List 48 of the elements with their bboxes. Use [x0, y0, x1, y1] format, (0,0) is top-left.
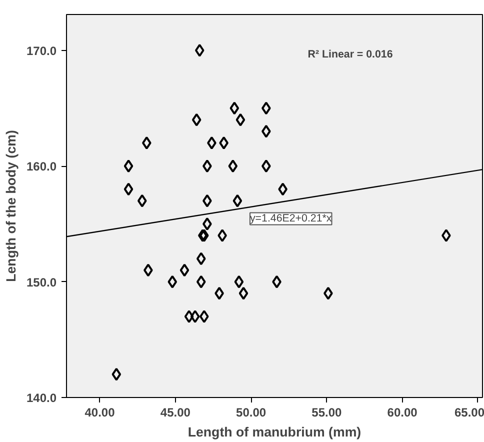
point [137, 194, 147, 208]
point [262, 124, 271, 138]
point [202, 160, 212, 173]
point [190, 310, 200, 324]
point [234, 275, 244, 288]
x-tick-label: 60.00 [387, 406, 418, 420]
point [180, 264, 190, 277]
point [168, 275, 178, 288]
point [219, 136, 228, 150]
annotation: R² Linear = 0.016 [308, 48, 393, 60]
y-tick-label: 160.0 [26, 160, 57, 174]
point [230, 102, 240, 115]
point [278, 182, 288, 196]
point [236, 113, 246, 126]
point [124, 160, 134, 173]
point [232, 194, 242, 208]
point [238, 286, 248, 300]
point [124, 182, 134, 196]
point [442, 229, 451, 242]
x-tick-label: 50.00 [236, 406, 266, 420]
point [184, 310, 194, 324]
point [196, 252, 206, 266]
x-tick-label: 55.00 [312, 406, 342, 420]
point [262, 160, 271, 173]
point [262, 102, 271, 115]
point [324, 286, 333, 300]
point [202, 217, 212, 230]
y-tick-label: 170.0 [26, 44, 57, 58]
point [112, 368, 122, 381]
y-tick-label: 150.0 [26, 275, 57, 290]
point [214, 286, 224, 300]
point [194, 44, 204, 57]
point [202, 194, 212, 208]
point [142, 136, 152, 150]
point [272, 275, 282, 288]
point [228, 160, 238, 173]
point [144, 264, 153, 277]
point [218, 229, 227, 242]
point [207, 136, 216, 150]
point [196, 275, 206, 288]
point [192, 113, 202, 126]
y-axis-title: Length of the body (cm) [3, 130, 18, 282]
point [199, 310, 209, 324]
x-tick-label: 45.00 [160, 406, 191, 420]
x-tick-label: 40.00 [84, 406, 116, 420]
y-tick-label: 140.0 [26, 391, 57, 405]
x-tick-label: 65.00 [454, 406, 484, 420]
x-axis-title: Length of manubrium (mm) [188, 424, 362, 440]
